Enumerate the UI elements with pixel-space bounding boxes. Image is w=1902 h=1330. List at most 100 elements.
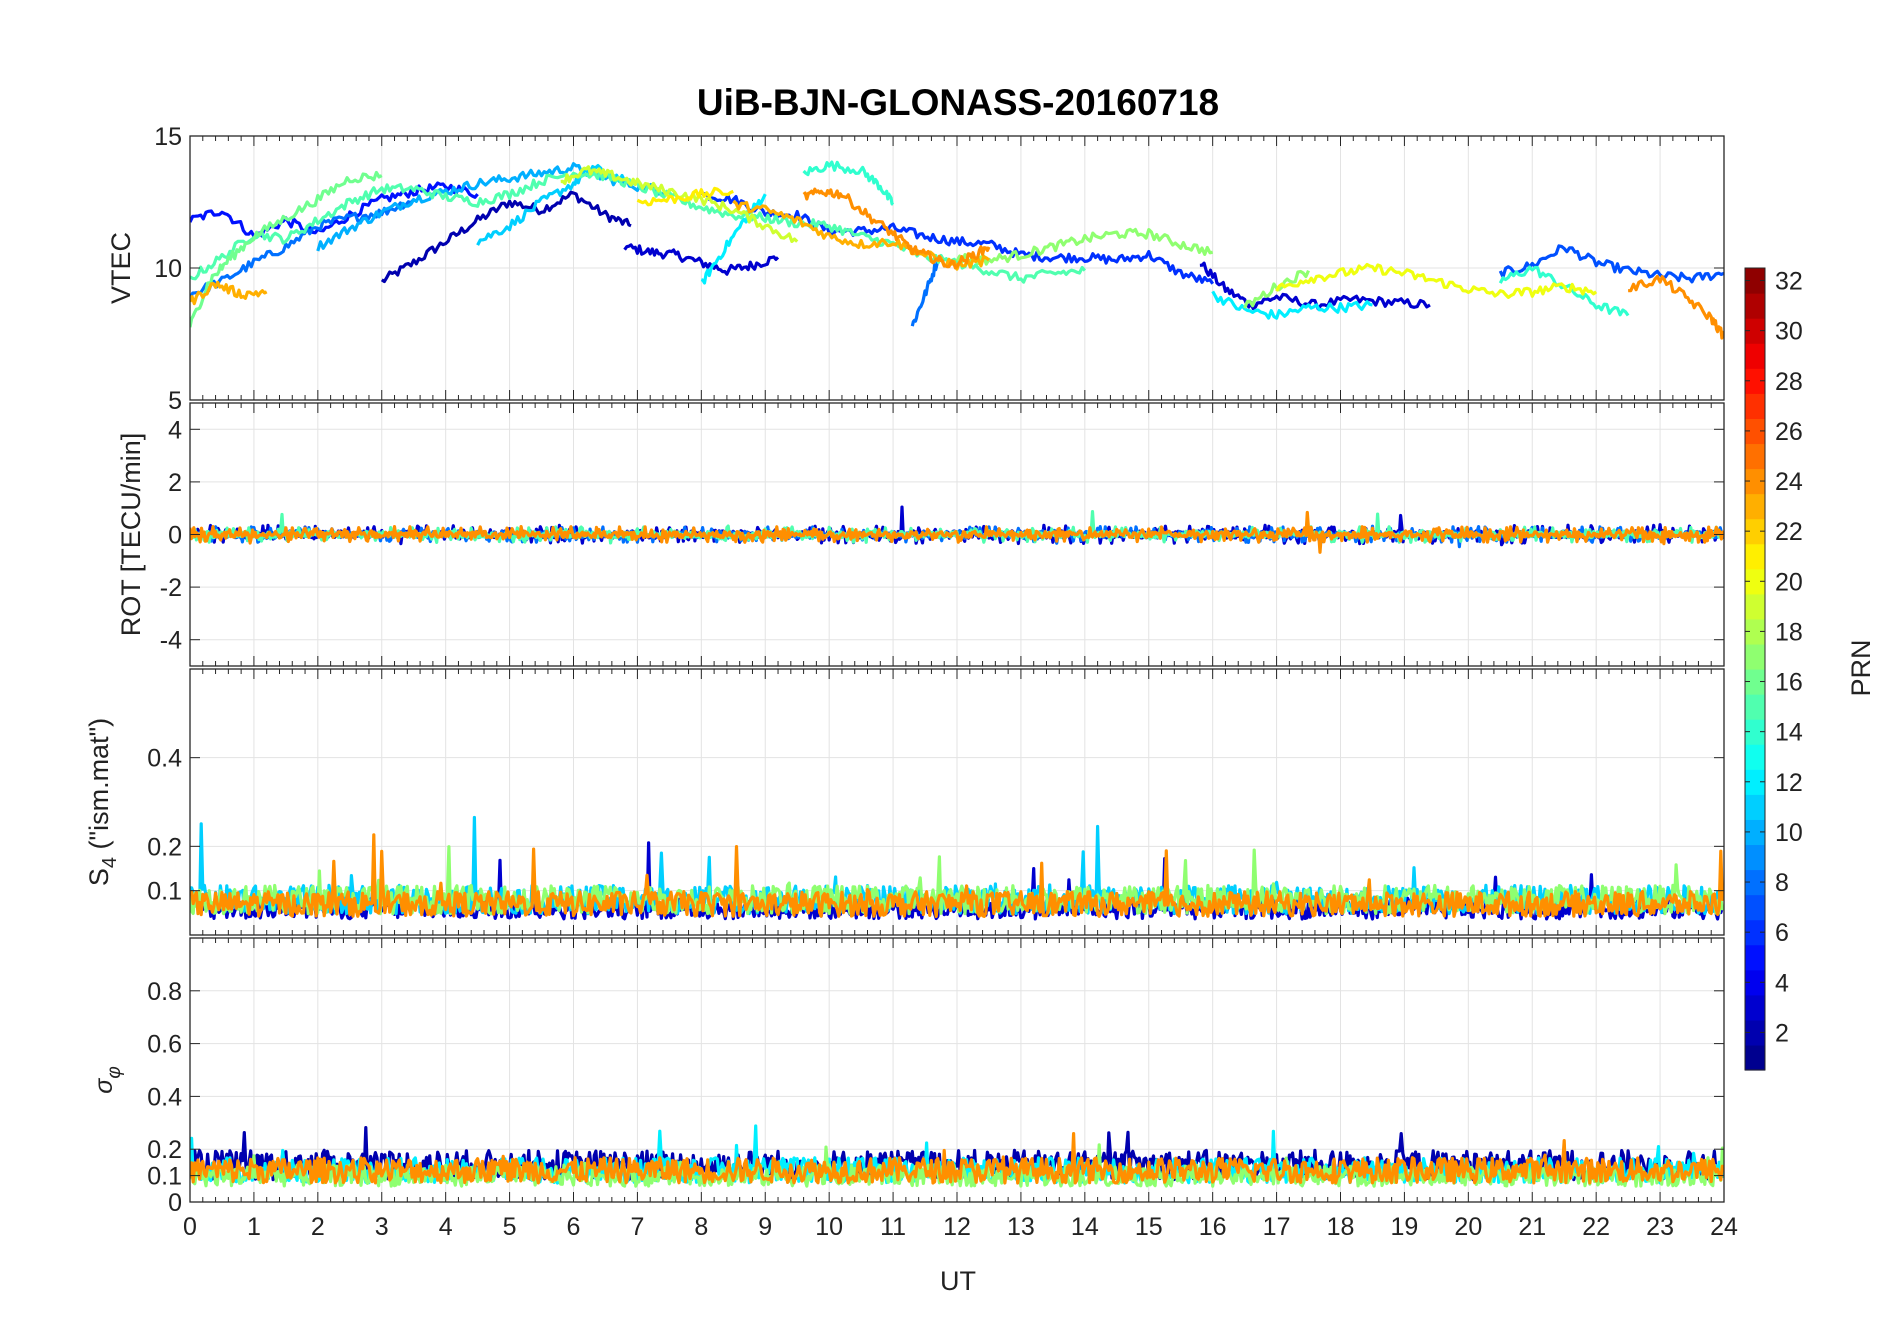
colorbar-segment — [1745, 418, 1765, 445]
x-tick-label: 4 — [439, 1213, 453, 1241]
colorbar-segment — [1745, 343, 1765, 369]
y-tick-label: -4 — [160, 627, 182, 655]
colorbar-tick-label: 20 — [1775, 568, 1803, 596]
y-tick-label: 0.2 — [147, 1136, 182, 1164]
x-tick-label: 15 — [1135, 1213, 1163, 1241]
colorbar-segment — [1745, 819, 1765, 846]
series-prn-24 — [802, 187, 991, 270]
colorbar-segment — [1745, 844, 1765, 871]
colorbar-tick-label: 2 — [1775, 1019, 1789, 1047]
y-axis-label: σφ — [90, 1066, 125, 1093]
x-tick-label: 2 — [311, 1213, 325, 1241]
colorbar-segment — [1745, 669, 1765, 695]
x-tick-label: 1 — [247, 1213, 261, 1241]
x-tick-label: 7 — [630, 1213, 644, 1241]
colorbar-segment — [1745, 944, 1765, 971]
series-group — [190, 505, 1724, 554]
colorbar-segment — [1745, 719, 1765, 745]
colorbar-tick-label: 14 — [1775, 719, 1803, 747]
colorbar-tick-label: 24 — [1775, 468, 1803, 496]
x-tick-label: 9 — [758, 1213, 772, 1241]
series-prn-23 — [190, 280, 268, 306]
x-tick-label: 19 — [1391, 1213, 1419, 1241]
series-group — [190, 160, 1724, 340]
x-tick-label: 3 — [375, 1213, 389, 1241]
colorbar-segment — [1745, 643, 1765, 670]
y-tick-label: 5 — [168, 387, 182, 415]
panel-rot: -4 -2 0 2 4 ROT [TECU/min] — [116, 402, 1725, 667]
colorbar-tick-label: 30 — [1775, 318, 1803, 346]
x-tick-label: 13 — [1007, 1213, 1035, 1241]
series-prn-24 — [190, 1132, 1724, 1185]
x-tick-label: 21 — [1518, 1213, 1546, 1241]
y-tick-label: -2 — [160, 574, 182, 602]
x-tick-label: 18 — [1327, 1213, 1355, 1241]
y-tick-label: 0.4 — [147, 745, 182, 773]
y-axis-label-sub: φ — [104, 1066, 125, 1078]
colorbar-segment — [1745, 919, 1765, 946]
series-prn-24 — [1628, 274, 1724, 340]
colorbar-segment — [1745, 468, 1765, 495]
y-tick-label: 0.8 — [147, 978, 182, 1006]
x-tick-label: 24 — [1710, 1213, 1738, 1241]
colorbar-segment — [1745, 994, 1765, 1021]
colorbar-tick-label: 4 — [1775, 969, 1789, 997]
colorbar-segment — [1745, 543, 1765, 570]
colorbar-tick-label: 32 — [1775, 268, 1803, 296]
colorbar-segment — [1745, 443, 1765, 470]
colorbar-segment — [1745, 268, 1765, 294]
series-prn-20 — [1275, 262, 1598, 299]
x-tick-labels: 0 1 2 3 4 5 6 7 8 9 10 11 12 13 14 15 16 17 18 19 20 21 22 23 24 — [183, 1213, 1738, 1241]
x-tick-label: 17 — [1263, 1213, 1291, 1241]
colorbar-tick-label: 16 — [1775, 669, 1803, 697]
y-axis-label-rest: ("ism.mat") — [84, 718, 114, 857]
colorbar-segment — [1745, 518, 1765, 545]
y-tick-label: 15 — [154, 123, 182, 151]
y-axis-label: ROT [TECU/min] — [116, 433, 146, 637]
y-tick-label: 0.1 — [147, 1163, 182, 1191]
x-tick-label: 12 — [943, 1213, 971, 1241]
colorbar-segment — [1745, 969, 1765, 996]
series-prn-3 — [1199, 261, 1431, 311]
y-tick-label: 4 — [168, 416, 182, 444]
colorbar-segment — [1745, 1019, 1765, 1046]
colorbar-label: PRN — [1846, 639, 1876, 696]
x-tick-label: 11 — [880, 1213, 906, 1241]
colorbar-tick-label: 18 — [1775, 618, 1803, 646]
panel-vtec: 5 10 15 VTEC — [106, 123, 1725, 415]
series-prn-24 — [190, 510, 1724, 554]
x-tick-label: 0 — [183, 1213, 197, 1241]
colorbar-segment — [1745, 593, 1765, 620]
colorbar-tick-label: 8 — [1775, 869, 1789, 897]
colorbar-segment — [1745, 894, 1765, 921]
series-prn-24 — [190, 833, 1724, 918]
x-axis-label: UT — [940, 1266, 976, 1296]
colorbar-segment — [1745, 493, 1765, 520]
series-prn-14 — [802, 160, 895, 206]
colorbar-segment — [1745, 568, 1765, 595]
colorbar-segment — [1745, 794, 1765, 820]
x-tick-label: 23 — [1646, 1213, 1674, 1241]
y-axis-label-main: S — [84, 868, 114, 886]
x-tick-label: 5 — [503, 1213, 517, 1241]
y-tick-label: 0 — [168, 522, 182, 550]
panel-sigma_phi: 00.10.2 0.4 0.6 0.8 σφ — [90, 937, 1725, 1217]
series-prn-7 — [1498, 244, 1724, 284]
series-prn-8 — [910, 259, 940, 327]
y-tick-label: 2 — [168, 469, 182, 497]
colorbar-tick-label: 22 — [1775, 518, 1803, 546]
colorbar-segment — [1745, 618, 1765, 645]
y-axis-label-sub: 4 — [99, 857, 121, 868]
colorbar-segment — [1745, 368, 1765, 394]
y-tick-label: 0.1 — [147, 878, 182, 906]
colorbar-tick-label: 6 — [1775, 919, 1789, 947]
colorbar-segment — [1745, 694, 1765, 720]
y-tick-label: 0.6 — [147, 1031, 182, 1059]
colorbar-segment — [1745, 869, 1765, 896]
series-prn-12 — [1211, 290, 1373, 320]
series-group — [190, 1124, 1724, 1188]
x-tick-label: 10 — [815, 1213, 843, 1241]
series-prn-17 — [955, 227, 1214, 266]
colorbar-segment — [1745, 1044, 1765, 1071]
